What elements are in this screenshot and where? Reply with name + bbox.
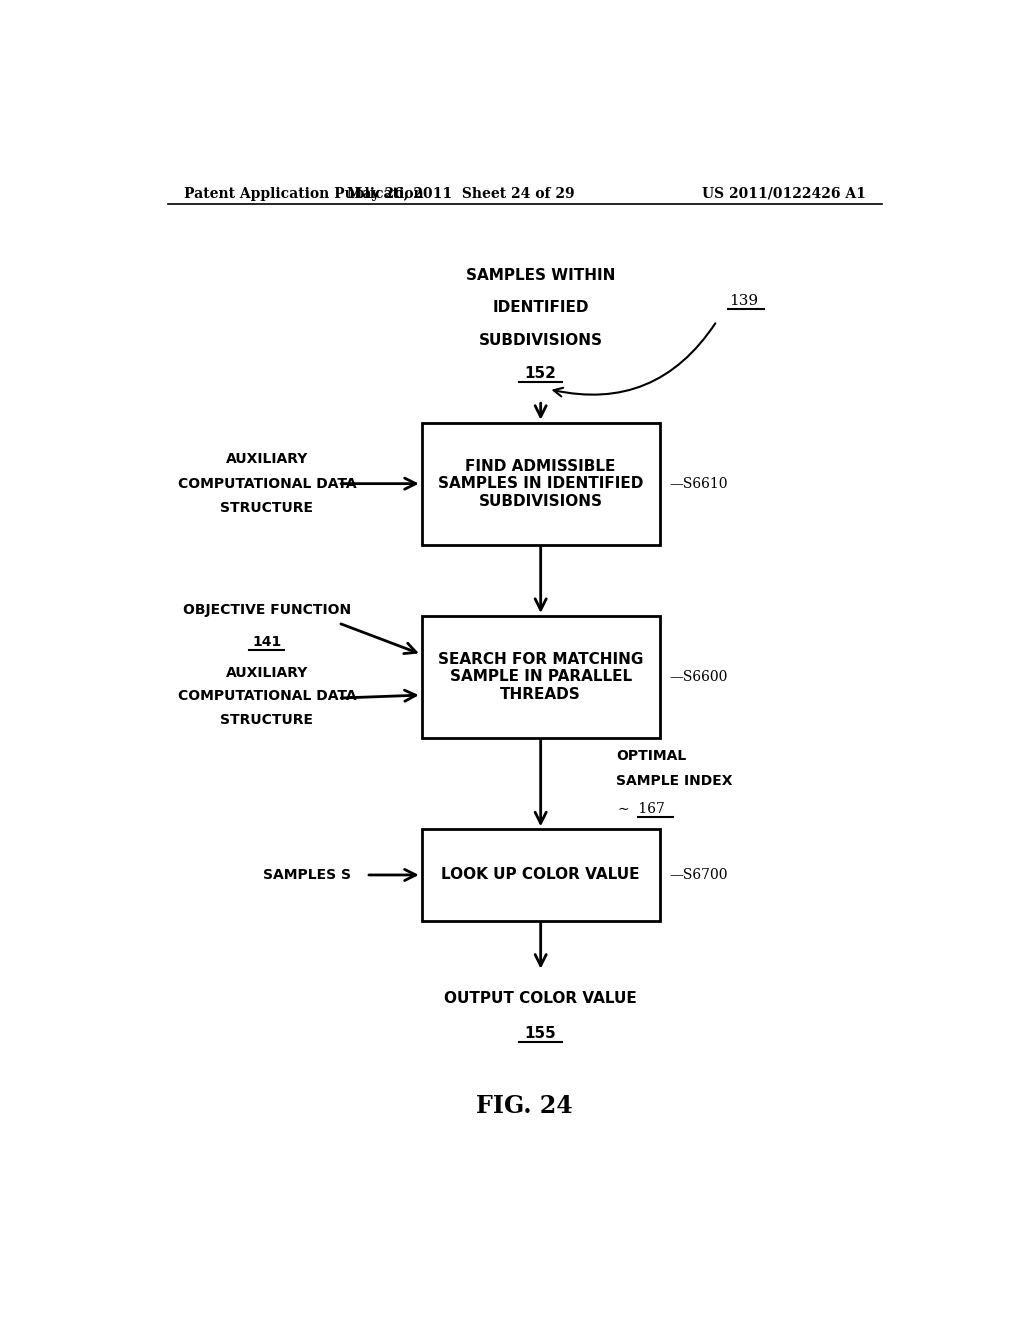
Text: 141: 141 <box>252 635 282 649</box>
Text: ∼  167: ∼ 167 <box>618 801 666 816</box>
Text: SUBDIVISIONS: SUBDIVISIONS <box>478 333 603 348</box>
Text: COMPUTATIONAL DATA: COMPUTATIONAL DATA <box>177 477 356 491</box>
Text: 152: 152 <box>524 367 557 381</box>
Text: OPTIMAL: OPTIMAL <box>616 748 686 763</box>
Text: 139: 139 <box>729 293 759 308</box>
Bar <box>422 422 659 545</box>
Text: OBJECTIVE FUNCTION: OBJECTIVE FUNCTION <box>183 603 351 616</box>
Text: LOOK UP COLOR VALUE: LOOK UP COLOR VALUE <box>441 867 640 883</box>
Bar <box>422 829 659 921</box>
Text: Patent Application Publication: Patent Application Publication <box>183 187 423 201</box>
Text: OUTPUT COLOR VALUE: OUTPUT COLOR VALUE <box>444 991 637 1006</box>
Text: AUXILIARY: AUXILIARY <box>225 453 308 466</box>
Text: STRUCTURE: STRUCTURE <box>220 714 313 727</box>
Text: SEARCH FOR MATCHING
SAMPLE IN PARALLEL
THREADS: SEARCH FOR MATCHING SAMPLE IN PARALLEL T… <box>438 652 643 702</box>
Text: IDENTIFIED: IDENTIFIED <box>493 301 589 315</box>
Text: SAMPLES S: SAMPLES S <box>262 869 350 882</box>
Text: US 2011/0122426 A1: US 2011/0122426 A1 <box>702 187 866 201</box>
Text: —S6700: —S6700 <box>670 869 728 882</box>
Text: —S6600: —S6600 <box>670 669 728 684</box>
Text: May 26, 2011  Sheet 24 of 29: May 26, 2011 Sheet 24 of 29 <box>347 187 575 201</box>
Text: —S6610: —S6610 <box>670 477 728 491</box>
Text: 155: 155 <box>524 1026 557 1041</box>
Text: AUXILIARY: AUXILIARY <box>225 665 308 680</box>
Text: COMPUTATIONAL DATA: COMPUTATIONAL DATA <box>177 689 356 704</box>
Text: SAMPLES WITHIN: SAMPLES WITHIN <box>466 268 615 282</box>
Text: STRUCTURE: STRUCTURE <box>220 502 313 515</box>
Text: FIG. 24: FIG. 24 <box>476 1094 573 1118</box>
Text: SAMPLE INDEX: SAMPLE INDEX <box>616 775 732 788</box>
Bar <box>422 615 659 738</box>
Text: FIND ADMISSIBLE
SAMPLES IN IDENTIFIED
SUBDIVISIONS: FIND ADMISSIBLE SAMPLES IN IDENTIFIED SU… <box>438 459 643 508</box>
